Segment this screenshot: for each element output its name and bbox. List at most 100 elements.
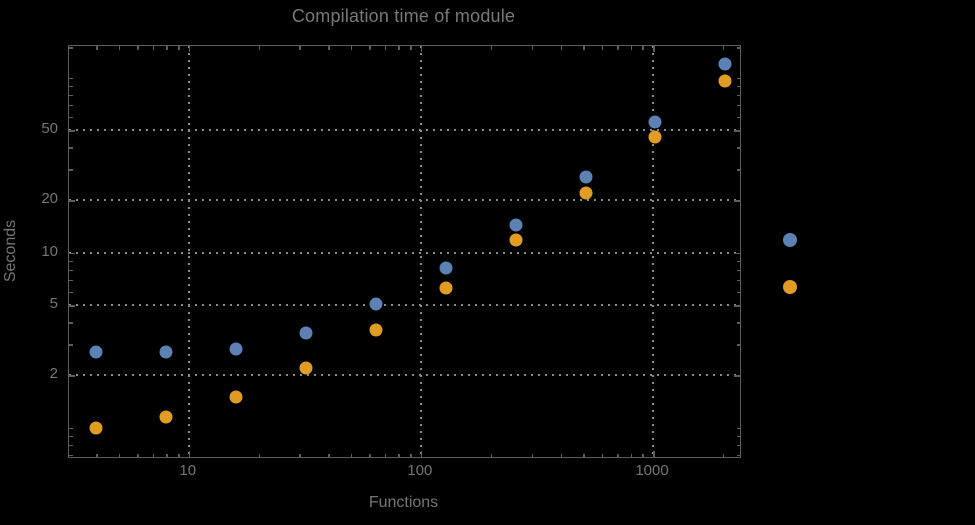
- data-point-series-2-orange: [159, 410, 173, 424]
- y-axis-tick: [734, 375, 740, 377]
- x-gridline: [652, 46, 654, 457]
- data-point-series-2-orange: [299, 361, 313, 375]
- x-axis-tick: [188, 46, 191, 52]
- x-axis-tick: [601, 46, 603, 50]
- y-axis-tick: [736, 77, 740, 80]
- y-axis-tick: [69, 47, 73, 49]
- y-gridline: [69, 129, 740, 132]
- y-axis-tick: [69, 130, 75, 132]
- x-axis-tick: [137, 453, 139, 457]
- x-axis-tick: [420, 451, 423, 457]
- data-point-series-2-orange: [718, 74, 732, 88]
- y-axis-tick: [69, 77, 73, 80]
- x-axis-tick: [369, 46, 371, 50]
- y-axis-tick: [736, 116, 740, 119]
- y-axis-tick: [69, 260, 73, 263]
- x-axis-tick: [178, 453, 180, 457]
- x-axis-tick: [137, 46, 139, 50]
- x-axis-label: Functions: [368, 494, 439, 511]
- data-point-series-2-orange: [579, 186, 592, 200]
- y-axis-tick: [69, 322, 73, 324]
- y-axis-tick: [734, 252, 740, 255]
- y-axis-tick: [69, 291, 73, 294]
- x-axis-tick: [166, 453, 168, 457]
- data-point-series-1-blue: [579, 170, 592, 184]
- y-axis-tick: [69, 305, 75, 307]
- y-axis-tick: [69, 375, 75, 377]
- x-axis-tick: [642, 453, 644, 457]
- y-axis-tick: [736, 435, 740, 438]
- x-axis-tick: [384, 453, 387, 457]
- y-axis-tick: [734, 130, 740, 132]
- y-axis-tick: [69, 427, 73, 430]
- x-axis-tick: [617, 453, 619, 457]
- y-tick-label: 50: [41, 120, 58, 138]
- x-tick-label: 100: [407, 462, 433, 479]
- x-axis-tick: [560, 46, 563, 50]
- y-axis-tick: [69, 435, 73, 438]
- y-axis-tick: [69, 147, 73, 149]
- y-axis-tick: [69, 94, 73, 97]
- x-tick-label: 10: [179, 462, 197, 479]
- x-axis-tick: [630, 46, 632, 50]
- x-tick-label: 1000: [635, 462, 669, 479]
- x-axis-tick: [350, 453, 353, 457]
- x-axis-tick: [722, 453, 725, 457]
- x-axis-tick: [258, 453, 261, 457]
- data-point-series-1-blue: [439, 261, 453, 275]
- x-axis-tick: [583, 46, 585, 50]
- x-axis-tick: [490, 46, 493, 50]
- x-axis-tick: [398, 46, 400, 50]
- x-axis-tick: [722, 46, 725, 50]
- y-tick-label: 5: [49, 295, 58, 313]
- x-axis-tick: [258, 46, 261, 50]
- y-axis-tick: [734, 200, 740, 202]
- x-axis-tick: [531, 453, 534, 457]
- data-point-series-1-blue: [509, 218, 523, 232]
- data-point-series-1-blue: [229, 342, 243, 356]
- y-axis-tick: [736, 104, 740, 107]
- x-axis-tick: [299, 46, 301, 50]
- y-axis-tick: [736, 427, 740, 430]
- x-axis-tick: [299, 453, 301, 457]
- data-point-series-2-orange: [509, 233, 523, 247]
- data-point-series-1-blue: [89, 345, 103, 359]
- x-gridline: [419, 46, 422, 457]
- y-axis-tick: [736, 169, 740, 171]
- y-axis-tick: [736, 291, 740, 294]
- y-axis-tick: [736, 260, 740, 263]
- data-point-series-1-blue: [159, 345, 173, 359]
- y-tick-label: 10: [41, 242, 58, 260]
- legend: [783, 233, 963, 303]
- y-axis-tick: [69, 104, 73, 107]
- y-axis-tick: [69, 252, 75, 255]
- x-axis-tick: [328, 46, 330, 50]
- x-axis-tick: [630, 453, 632, 457]
- y-gridline: [69, 374, 740, 377]
- y-gridline: [69, 304, 740, 307]
- x-axis-tick: [350, 46, 353, 50]
- y-axis-tick: [736, 344, 740, 346]
- x-axis-tick: [152, 453, 155, 457]
- x-axis-tick: [531, 46, 534, 50]
- x-axis-tick: [178, 46, 180, 50]
- data-point-series-1-blue: [369, 297, 383, 311]
- data-point-series-1-blue: [718, 57, 732, 71]
- x-axis-tick: [560, 453, 563, 457]
- data-point-series-2-orange: [89, 421, 103, 435]
- y-axis-tick: [736, 454, 740, 457]
- y-axis-tick: [736, 444, 740, 447]
- x-axis-tick: [490, 453, 493, 457]
- y-gridline: [69, 199, 740, 202]
- y-axis-tick: [69, 279, 73, 282]
- x-axis-tick: [188, 451, 191, 457]
- y-axis-tick: [69, 454, 73, 457]
- data-point-series-1-blue: [299, 326, 313, 340]
- x-gridline: [187, 46, 190, 457]
- legend-marker-series-2: [783, 280, 797, 294]
- x-axis-tick: [420, 46, 423, 52]
- y-axis-tick: [734, 305, 740, 307]
- y-axis-tick: [69, 444, 73, 447]
- y-tick-label: 2: [49, 365, 58, 383]
